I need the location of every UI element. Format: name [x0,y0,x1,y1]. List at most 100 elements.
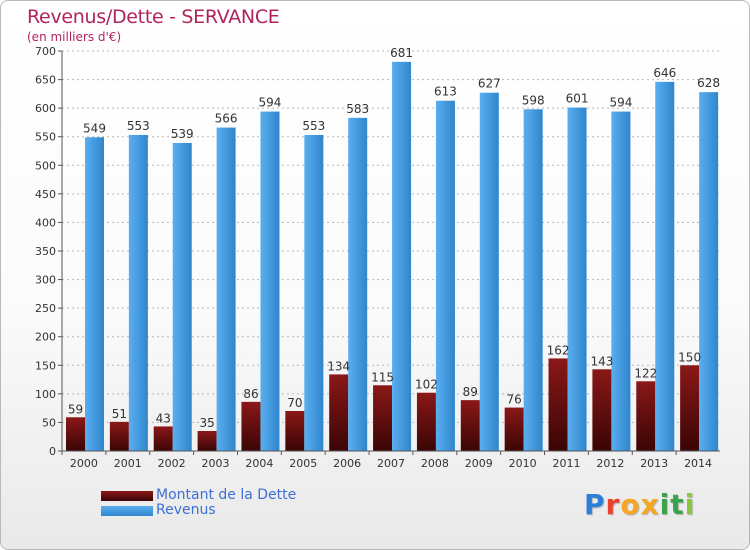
x-tick-label: 2014 [684,457,712,470]
bar-revenus-2012 [611,111,631,452]
logo-letter: i [684,488,696,521]
data-label-debt-2014: 150 [678,350,701,364]
y-axis: 0 50 100 150 200 250 300 350 400 450 500 550 600 650 7… [35,45,63,458]
data-label-debt-2003: 35 [199,416,214,430]
x-tick-label: 2013 [640,457,668,470]
bar-debt-2003 [197,431,217,451]
bar-revenus-2001 [128,135,148,451]
logo-letter: t [670,488,685,521]
data-label-revenus-2001: 553 [127,119,150,133]
y-tick-label: 550 [35,131,56,144]
bar-revenus-2006 [348,117,368,451]
x-tick-label: 2001 [114,457,142,470]
y-tick-label: 500 [35,159,56,172]
logo-letter: P [584,488,606,521]
x-tick-label: 2002 [158,457,186,470]
data-label-debt-2004: 86 [243,387,258,401]
legend-label-debt: Montant de la Dette [156,487,297,503]
bar-debt-2007 [373,385,393,451]
x-tick-label: 2008 [421,457,449,470]
x-tick-label: 2009 [465,457,493,470]
y-tick-label: 700 [35,45,56,58]
y-tick-label: 150 [35,359,56,372]
data-label-debt-2005: 70 [287,396,302,410]
bar-revenus-2008 [435,100,455,451]
bar-debt-2004 [241,401,261,451]
bar-debt-2005 [285,411,305,451]
bars [66,61,719,452]
bar-debt-2006 [329,374,349,451]
bar-debt-2013 [636,381,656,451]
data-label-debt-2002: 43 [156,411,171,425]
data-label-revenus-2000: 549 [83,121,106,135]
y-tick-label: 300 [35,274,56,287]
y-tick-label: 200 [35,331,56,344]
data-label-revenus-2002: 539 [171,127,194,141]
x-tick-label: 2007 [377,457,405,470]
x-tick-label: 2012 [596,457,624,470]
y-tick-label: 0 [49,445,56,458]
bar-revenus-2000 [85,137,104,452]
data-label-debt-2013: 122 [634,366,657,380]
bar-revenus-2010 [523,109,543,452]
y-tick-label: 400 [35,216,56,229]
data-label-debt-2009: 89 [463,385,478,399]
data-label-revenus-2005: 553 [302,119,325,133]
bar-revenus-2009 [479,92,499,451]
bar-debt-2001 [109,421,129,451]
bar-revenus-2002 [172,143,192,451]
data-label-debt-2011: 162 [547,343,570,357]
data-label-revenus-2004: 594 [259,96,282,110]
logo-letter: x [640,488,660,521]
data-label-debt-2010: 76 [507,393,522,407]
x-tick-label: 2010 [509,457,537,470]
y-tick-label: 50 [42,416,56,429]
data-label-revenus-2013: 646 [653,66,676,80]
bar-revenus-2004 [260,111,280,452]
proxiti-logo: Proxiti [584,488,695,521]
data-label-revenus-2010: 598 [522,93,545,107]
y-tick-label: 100 [35,388,56,401]
data-label-revenus-2009: 627 [478,77,501,91]
x-tick-label: 2000 [70,457,98,470]
x-tick-label: 2003 [202,457,230,470]
x-tick-label: 2006 [333,457,361,470]
logo-letter: r [605,488,621,521]
chart-title: Revenus/Dette - SERVANCE [27,6,280,28]
legend-swatch-revenus [101,506,153,516]
bar-debt-2009 [460,400,480,451]
data-label-debt-2007: 115 [371,370,394,384]
data-label-revenus-2003: 566 [215,112,238,126]
data-label-revenus-2007: 681 [390,46,413,60]
bar-revenus-2014 [699,92,719,452]
bar-debt-2000 [66,417,85,451]
y-tick-label: 250 [35,302,56,315]
data-label-debt-2001: 51 [112,407,127,421]
x-tick-label: 2004 [245,457,273,470]
x-tick-label: 2005 [289,457,317,470]
y-tick-label: 600 [35,102,56,115]
chart-subtitle: (en milliers d'€) [27,30,122,44]
data-label-debt-2000: 59 [68,402,83,416]
data-label-debt-2006: 134 [327,359,350,373]
bar-revenus-2013 [655,81,675,451]
data-label-revenus-2011: 601 [566,92,589,106]
data-label-revenus-2006: 583 [346,102,369,116]
data-label-revenus-2014: 628 [697,76,720,90]
y-tick-label: 450 [35,188,56,201]
bar-debt-2002 [153,426,173,451]
y-tick-label: 650 [35,74,56,87]
bar-debt-2014 [680,365,700,451]
data-label-revenus-2008: 613 [434,85,457,99]
x-tick-label: 2011 [552,457,580,470]
bar-debt-2012 [592,369,612,451]
logo-letter: i [659,488,671,521]
data-label-debt-2008: 102 [415,378,438,392]
bar-revenus-2005 [304,135,324,451]
bar-debt-2008 [416,392,436,451]
data-labels: 59 549 51 553 43 539 35 566 86 594 70 553 134 583 115 6… [68,46,720,430]
x-axis: 2000 2001 2002 2003 2004 2005 2006 2007 2008 2009… [61,450,720,470]
bar-debt-2011 [548,358,568,451]
